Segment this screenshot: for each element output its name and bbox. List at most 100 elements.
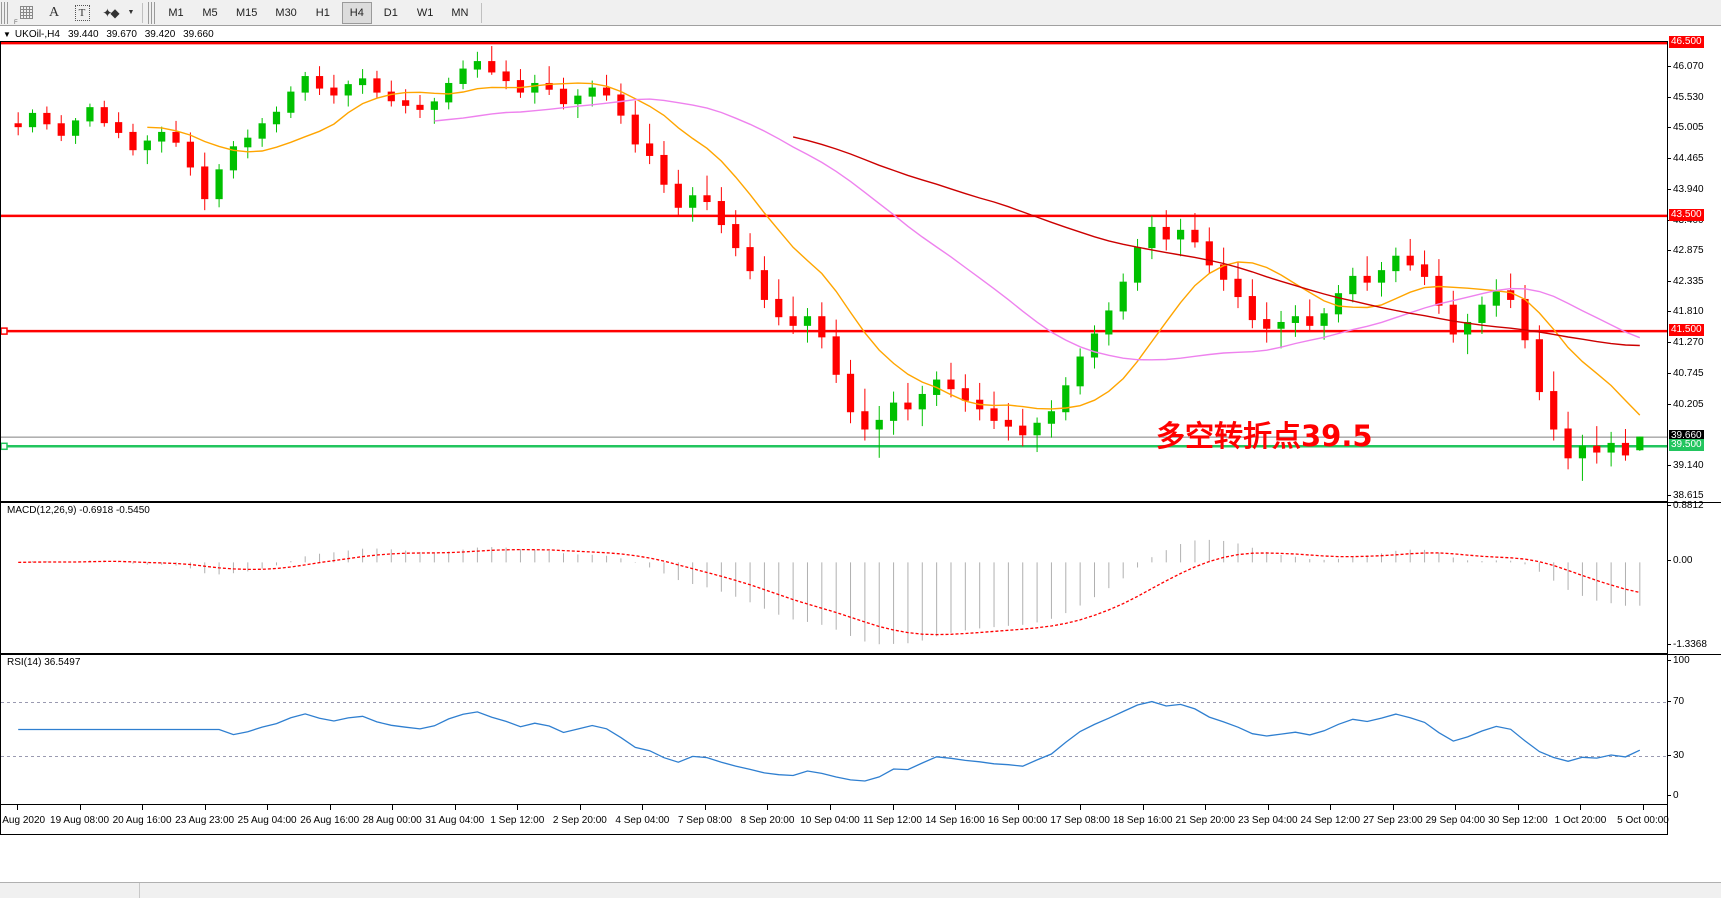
time-tick [704,805,706,810]
timeframe-h1-button[interactable]: H1 [315,6,330,19]
rsi-line [18,700,1641,782]
time-axis-label: 23 Aug 23:00 [175,815,235,826]
time-tick [1080,805,1082,810]
candle-body [1320,313,1328,326]
time-axis-label: 16 Sep 00:00 [987,815,1048,826]
price-plot[interactable] [1,42,1667,501]
moving-average-line [147,82,1641,416]
price-tag-43-500[interactable]: 43.500 [1669,208,1704,221]
time-axis-label: 20 Aug 16:00 [112,815,172,826]
chart-annotation-text[interactable]: 多空转折点39.5 [1156,419,1373,453]
time-axis-panel [0,805,1668,835]
timeframe-h4-button[interactable]: H4 [341,1,372,24]
macd-plot[interactable] [1,503,1667,653]
price-scale-column[interactable]: 46.07045.53045.00544.46543.94043.40042.8… [1668,36,1721,835]
candle-body [373,78,381,93]
time-axis-label: 2 Sep 20:00 [552,815,607,826]
macd-indicator-label: MACD(12,26,9) -0.6918 -0.5450 [5,505,152,516]
candle-body [1478,304,1486,323]
candle-body [358,78,367,86]
candle-body [100,107,108,124]
candle-body [1076,356,1084,387]
macd-chart-svg [18,539,1641,645]
candle-body [430,101,438,110]
time-tick [830,805,831,810]
rsi-scale[interactable]: 100 70 30 0 [1668,654,1721,805]
time-tick [392,805,394,810]
candle-body [918,393,926,410]
time-axis-label: 11 Sep 12:00 [863,815,922,826]
time-axis-label: 8 Sep 20:00 [740,815,795,826]
rsi-panel[interactable]: RSI(14) 36.5497 [0,654,1668,805]
candle-body [229,146,238,171]
price-tag-46-500[interactable]: 46.500 [1669,36,1704,49]
price-tag-41-500[interactable]: 41.500 [1669,324,1704,337]
candle-body [1162,226,1170,240]
candle-body [1636,436,1644,451]
candle-body [1220,264,1228,280]
collapse-chevron-icon[interactable]: ▼ [3,29,11,39]
timeframe-w1-button[interactable]: W1 [416,6,434,19]
timeframe-mn-button[interactable]: MN [451,6,469,19]
macd-scale[interactable]: 0.8812 0.00 -1.3368 [1668,500,1721,654]
candle-body [1621,442,1630,456]
chart-area[interactable]: MACD(12,26,9) -0.6918 -0.5450 RSI(14) 36… [0,36,1721,898]
candle-body [1277,321,1285,329]
candle-body [717,201,725,226]
candle-body [1406,255,1414,266]
macd-signal-line [18,548,1640,636]
price-chart-svg [1,42,1667,481]
candle-body [861,411,869,430]
price-scale[interactable]: 46.07045.53045.00544.46543.94043.40042.8… [1668,36,1721,502]
quote-close: 39.660 [183,28,214,40]
candle-body [143,140,151,151]
time-tick [1205,805,1207,810]
shapes-icon[interactable]: ✦◆ [102,5,119,20]
timeframe-d1-button[interactable]: D1 [383,6,398,19]
candle-body [1090,333,1099,358]
time-tick [1330,805,1332,810]
candle-body [244,137,252,148]
time-axis-label: 17 Sep 08:00 [1050,815,1110,826]
timeframe-m30-button[interactable]: M30 [275,6,297,19]
time-tick [142,805,144,810]
timeframe-m5-button[interactable]: M5 [202,6,218,19]
text-object-T-icon[interactable]: T [69,2,95,24]
time-axis-label: 24 Sep 12:00 [1300,815,1361,826]
toolbar-separator [142,2,143,23]
candle-body [1593,445,1601,453]
rsi-plot[interactable] [1,655,1667,804]
toolbar-drag-grip[interactable] [1,1,10,24]
candle-body [1392,255,1400,272]
macd-panel[interactable]: MACD(12,26,9) -0.6918 -0.5450 [0,502,1668,654]
time-axis-label: 1 Oct 20:00 [1554,815,1607,826]
candle-body [459,68,467,84]
time-axis-label: 27 Sep 23:00 [1363,815,1423,826]
time-tick [955,805,957,810]
text-label-A-icon[interactable]: A [48,4,60,20]
candle-body [588,87,596,97]
time-tick [1517,805,1519,810]
time-axis-label: 1 Sep 12:00 [490,815,545,826]
candle-body [574,95,582,105]
candle-body [287,91,295,113]
candle-body [789,316,797,326]
time-tick [1017,805,1019,810]
time-tick [267,805,269,810]
price-tag-39-500[interactable]: 39.500 [1669,439,1704,452]
timeframe-m15-button[interactable]: M15 [236,6,258,19]
crosshair-grip-icon[interactable] [13,2,39,26]
candle-body [660,154,668,185]
price-panel[interactable] [0,41,1668,502]
timeframe-drag-grip[interactable] [148,1,157,24]
price-tag-39-660[interactable]: 39.660 [1669,430,1704,443]
chevron-down-icon[interactable]: ▼ [127,9,135,16]
time-tick [1643,805,1644,810]
candle-body [961,388,969,401]
candle-body [473,61,482,70]
timeframe-m1-button[interactable]: M1 [168,6,184,19]
candle-body [1191,229,1199,243]
symbol-timeframe-label: UKOil-,H4 [14,28,60,40]
level-anchor-handle [1,327,8,335]
time-tick [454,805,456,810]
